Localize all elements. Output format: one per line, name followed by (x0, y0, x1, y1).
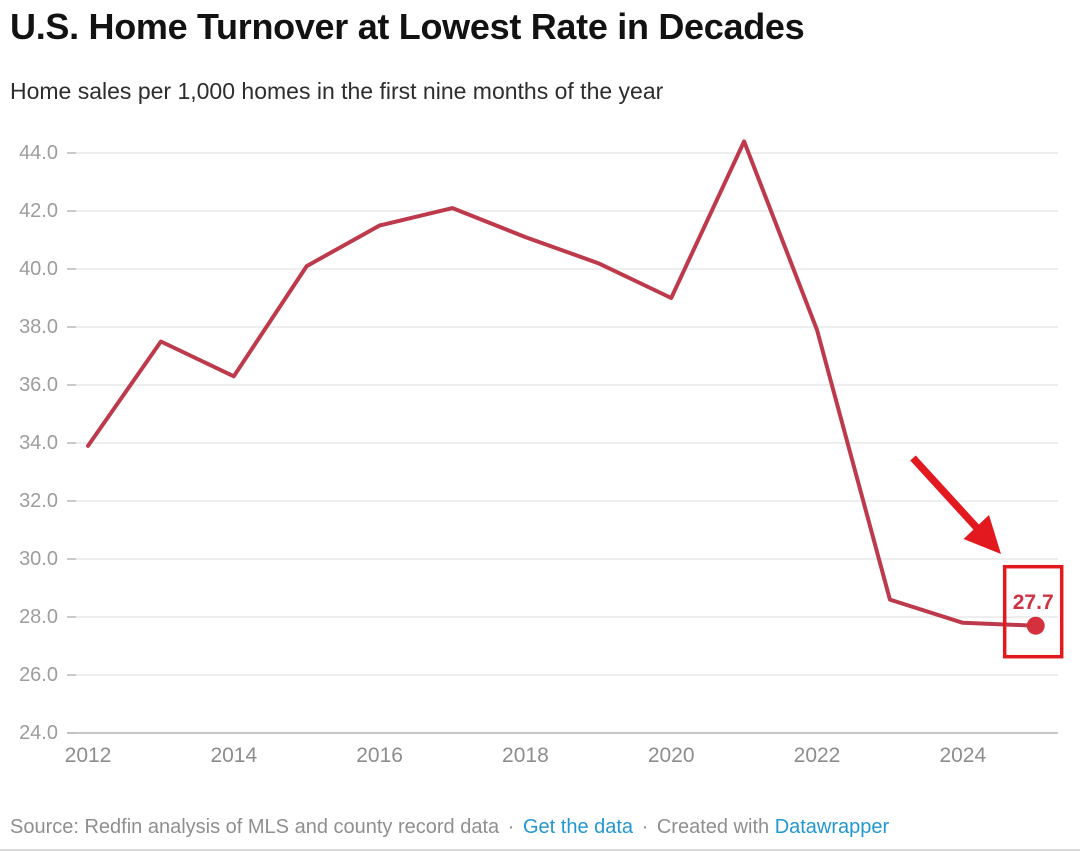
data-line (86, 139, 1038, 628)
source-line: Source: Redfin analysis of MLS and count… (10, 816, 889, 839)
x-axis-tick-label: 2018 (502, 744, 549, 767)
separator-dot: · (641, 816, 649, 838)
y-axis-tick-label: 34.0 (19, 432, 58, 454)
x-axis-tick-label: 2024 (939, 744, 987, 767)
y-axis-tick-label: 26.0 (19, 664, 58, 686)
x-axis-tick-label: 2022 (793, 744, 841, 767)
end-point-dot (1026, 616, 1045, 635)
x-axis-tick-label: 2014 (210, 744, 258, 767)
y-axis-tick-label: 30.0 (19, 548, 58, 570)
y-axis-tick-label: 42.0 (19, 200, 58, 222)
line-chart (67, 139, 1064, 734)
source-text: Source: Redfin analysis of MLS and count… (10, 816, 500, 838)
page-title: U.S. Home Turnover at Lowest Rate in Dec… (10, 6, 805, 47)
annotation-arrow-icon (963, 515, 1001, 554)
datawrapper-link[interactable]: Datawrapper (774, 816, 890, 838)
page-subtitle: Home sales per 1,000 homes in the first … (10, 78, 664, 104)
y-axis-tick-label: 36.0 (19, 374, 58, 396)
y-axis-tick-label: 28.0 (19, 606, 58, 628)
x-axis-tick-label: 2012 (64, 744, 112, 767)
separator-dot: · (507, 816, 515, 838)
x-axis-tick-label: 2016 (356, 744, 403, 767)
get-the-data-link[interactable]: Get the data (522, 816, 634, 838)
y-axis-tick-label: 38.0 (19, 316, 58, 338)
annotation-arrow-shaft (910, 455, 980, 531)
annotation-value-label: 27.7 (1012, 590, 1054, 614)
y-axis-tick-label: 40.0 (19, 258, 58, 280)
x-axis-tick-label: 2020 (647, 744, 695, 767)
y-axis-tick-label: 44.0 (19, 142, 58, 164)
y-axis-tick-label: 24.0 (19, 722, 58, 744)
created-with-text: Created with (656, 816, 770, 838)
annotation-box (1002, 564, 1064, 659)
y-axis-tick-label: 32.0 (19, 490, 58, 512)
